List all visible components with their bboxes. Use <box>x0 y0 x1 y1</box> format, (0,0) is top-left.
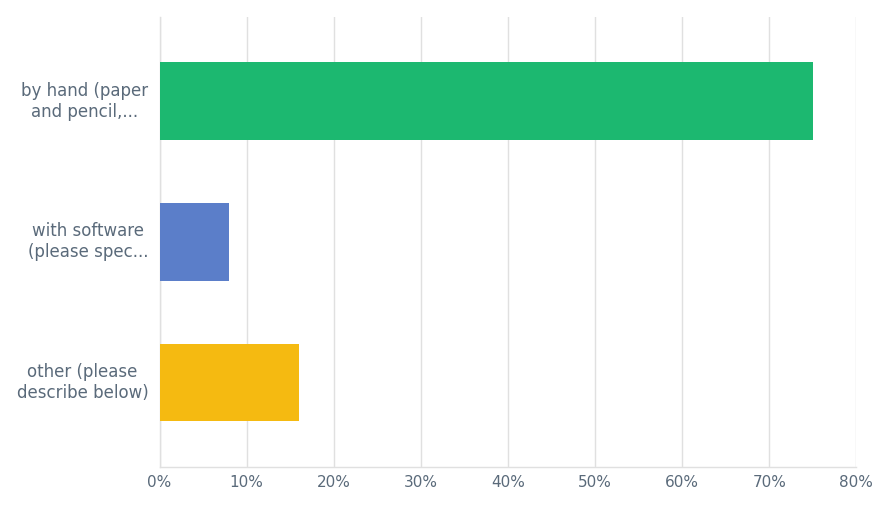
Bar <box>159 62 813 140</box>
Bar <box>159 344 299 421</box>
Bar <box>159 203 230 280</box>
